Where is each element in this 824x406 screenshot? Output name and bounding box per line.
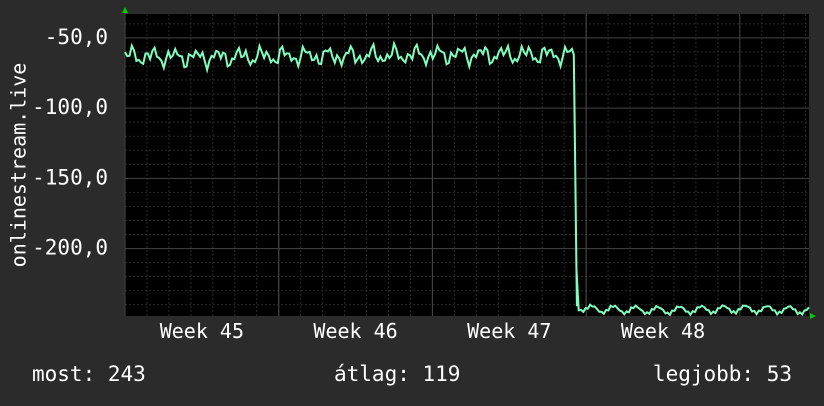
y-ticks: -50,0 -100,0 -150,0 -200,0 bbox=[32, 25, 108, 260]
x-axis-arrow bbox=[810, 313, 816, 319]
x-tick-label: Week 45 bbox=[160, 319, 244, 343]
y-tick-label: -100,0 bbox=[32, 95, 108, 119]
y-axis-label: onlinestream.live bbox=[7, 63, 31, 268]
axes bbox=[122, 7, 816, 319]
stat-best: legjobb: 53 bbox=[652, 362, 792, 386]
stat-average: átlag: 119 bbox=[334, 362, 461, 386]
grid bbox=[124, 14, 809, 316]
series-line bbox=[124, 40, 810, 317]
stat-current: most: 243 bbox=[32, 362, 146, 386]
x-tick-label: Week 48 bbox=[621, 319, 705, 343]
x-ticks: Week 45 Week 46 Week 47 Week 48 bbox=[160, 319, 705, 343]
y-tick-label: -200,0 bbox=[32, 236, 108, 260]
y-tick-label: -50,0 bbox=[45, 25, 108, 49]
y-axis-arrow bbox=[122, 7, 128, 13]
y-tick-label: -150,0 bbox=[32, 165, 108, 189]
x-tick-label: Week 46 bbox=[313, 319, 397, 343]
plot-area bbox=[125, 14, 809, 316]
x-tick-label: Week 47 bbox=[467, 319, 551, 343]
